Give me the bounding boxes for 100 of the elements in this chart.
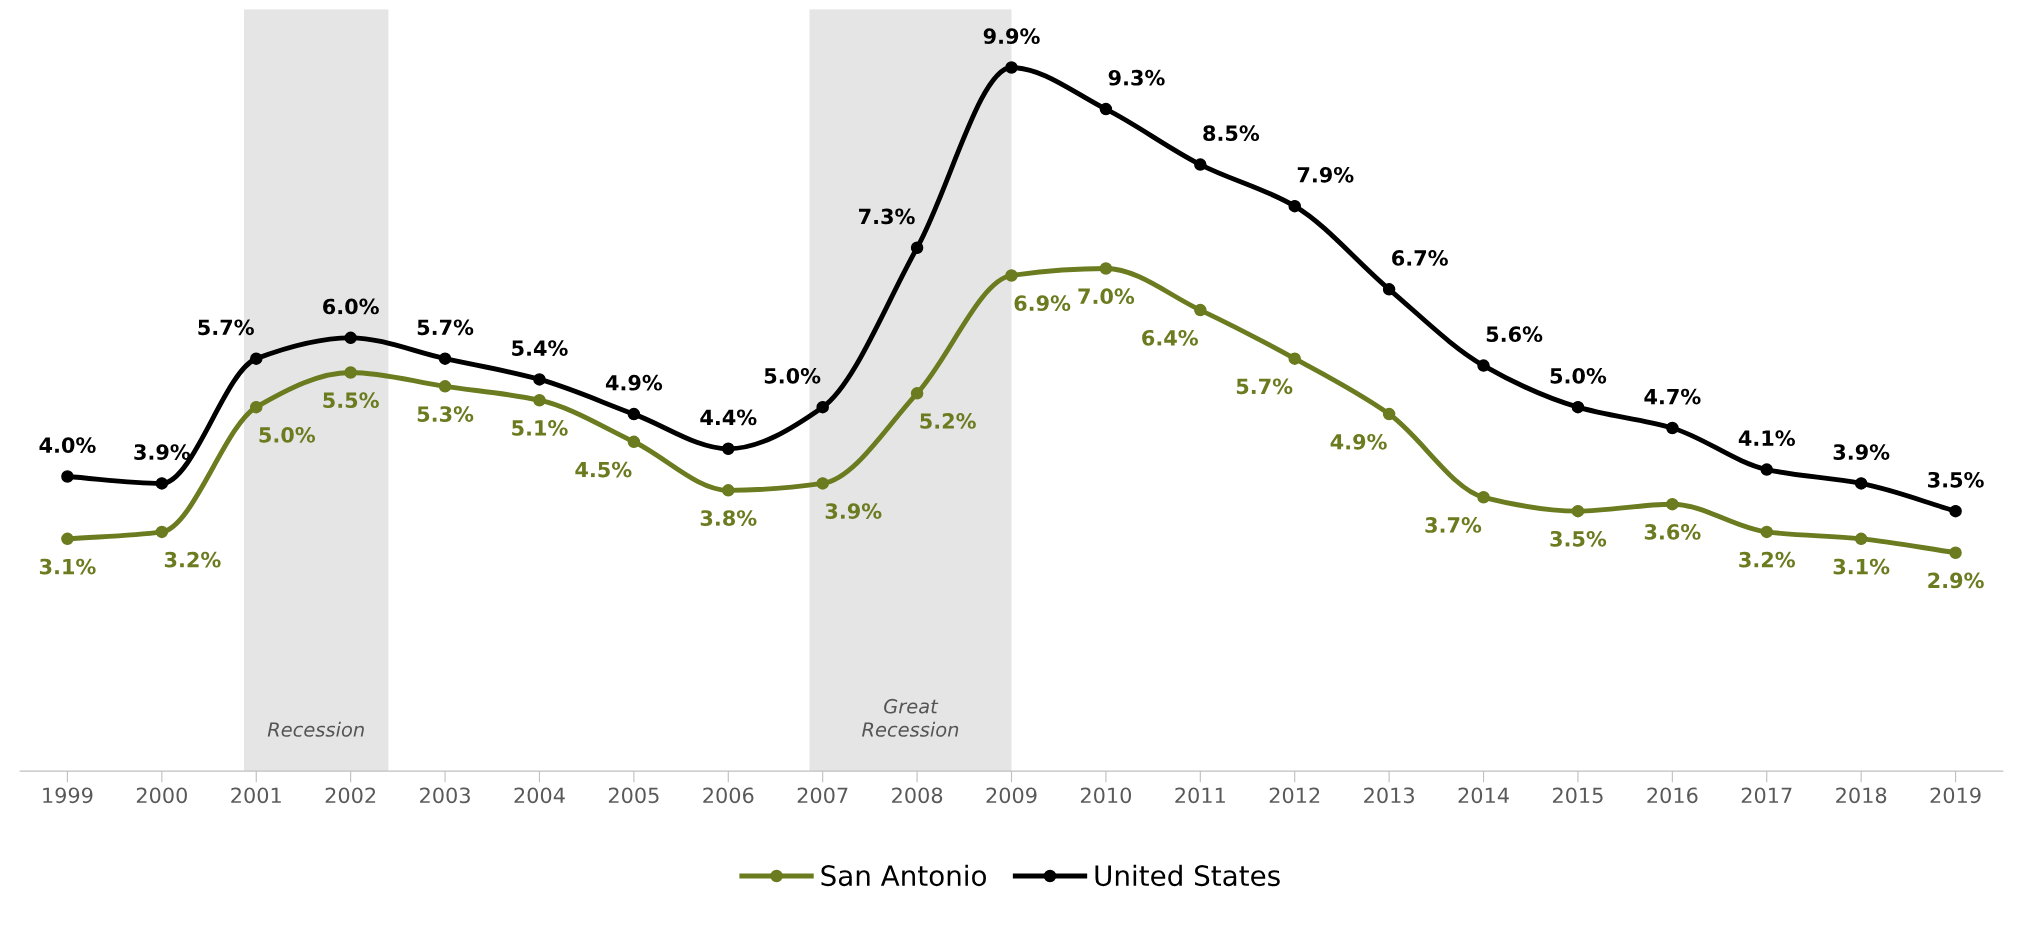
data-label: 5.5%	[323, 392, 379, 409]
point	[1854, 477, 1868, 490]
data-label: 4.7%	[1644, 388, 1701, 405]
point	[344, 366, 357, 379]
data-label: 5.0%	[259, 426, 316, 443]
point	[61, 532, 74, 546]
data-label: 5.4%	[512, 340, 568, 356]
data-label: 2.9%	[1928, 572, 1984, 589]
x-tick-label: 1999	[43, 787, 93, 804]
point	[155, 477, 169, 490]
point	[910, 241, 924, 254]
x-tick-label: 2008	[892, 787, 943, 804]
point	[816, 477, 829, 490]
data-label: 5.0%	[1550, 367, 1607, 384]
point	[533, 393, 546, 407]
legend-label: San Antonio	[821, 864, 986, 887]
data-label: 5.7%	[198, 319, 254, 336]
data-label: 5.1%	[512, 420, 568, 436]
data-label: 4.4%	[700, 409, 757, 426]
x-tick-label: 2016	[1647, 787, 1698, 804]
data-label: 9.9%	[983, 28, 1040, 45]
data-label: 7.9%	[1297, 166, 1354, 183]
point	[910, 387, 924, 400]
point	[1288, 199, 1301, 213]
x-tick-label: 2001	[231, 787, 281, 804]
data-label: 4.5%	[575, 461, 632, 478]
data-label: 7.0%	[1078, 288, 1135, 305]
point	[1760, 525, 1774, 539]
data-label: 3.2%	[164, 551, 221, 568]
point	[816, 400, 829, 414]
point	[533, 373, 546, 386]
x-tick-label: 2018	[1836, 787, 1887, 804]
data-label: 5.7%	[417, 319, 474, 336]
data-label: 4.1%	[1738, 430, 1795, 447]
x-tick-label: 2014	[1458, 787, 1509, 804]
x-tick-label: 2013	[1364, 787, 1414, 804]
data-label: 3.6%	[1644, 524, 1701, 540]
point	[249, 400, 263, 414]
data-label: 4.9%	[1330, 433, 1387, 450]
data-label: 3.9%	[1833, 444, 1890, 460]
point	[438, 380, 452, 393]
point	[1571, 504, 1585, 518]
data-label: 4.9%	[605, 374, 663, 391]
data-label: 3.5%	[1550, 530, 1607, 547]
x-tick-label: 2002	[325, 787, 376, 804]
data-label: 6.4%	[1142, 329, 1198, 346]
point	[344, 331, 357, 345]
data-label: 8.5%	[1203, 125, 1260, 142]
data-label: 3.8%	[700, 510, 757, 526]
x-tick-label: 2009	[986, 787, 1037, 804]
point	[722, 442, 735, 456]
point	[155, 525, 169, 539]
data-label: 3.9%	[825, 503, 882, 519]
point	[1099, 262, 1113, 275]
x-tick-label: 2017	[1741, 787, 1792, 804]
band-label: Recession	[267, 721, 364, 737]
x-tick-label: 2006	[703, 787, 754, 804]
point	[1949, 546, 1962, 559]
point	[1666, 497, 1679, 511]
data-label: 5.7%	[1236, 378, 1293, 395]
point	[1099, 102, 1113, 116]
data-label: 5.3%	[417, 406, 474, 422]
point	[627, 407, 641, 421]
data-label: 5.0%	[764, 367, 821, 384]
point	[1005, 269, 1018, 282]
point	[1005, 61, 1018, 74]
point	[1477, 359, 1490, 372]
x-tick-label: 2012	[1269, 787, 1320, 804]
legend-label: United States	[1095, 864, 1280, 887]
data-label: 5.2%	[920, 413, 976, 429]
point	[1382, 407, 1396, 421]
x-tick-label: 2004	[514, 787, 565, 804]
point	[1854, 532, 1868, 546]
data-label: 3.2%	[1739, 551, 1795, 568]
x-tick-label: 2010	[1080, 787, 1132, 804]
x-tick-label: 2007	[797, 787, 848, 804]
point	[1477, 491, 1490, 504]
point	[1949, 504, 1962, 518]
point	[1571, 400, 1585, 414]
data-label: 6.7%	[1392, 250, 1448, 266]
data-label: 4.0%	[39, 437, 96, 453]
data-label: 3.9%	[134, 444, 191, 460]
data-label: 7.3%	[859, 208, 915, 225]
data-label: 6.0%	[323, 298, 379, 315]
point	[438, 352, 452, 365]
x-tick-label: 2000	[136, 787, 187, 804]
data-label: 6.9%	[1014, 295, 1071, 312]
point	[249, 352, 263, 365]
point	[1194, 303, 1207, 317]
point	[61, 470, 74, 483]
data-label: 3.7%	[1425, 517, 1482, 533]
point	[1382, 283, 1396, 296]
data-label: 3.1%	[39, 558, 96, 575]
x-tick-label: 2011	[1175, 787, 1225, 804]
x-tick-label: 2003	[420, 787, 470, 804]
x-tick-label: 2015	[1552, 787, 1603, 804]
point	[627, 435, 641, 449]
point	[722, 484, 735, 497]
point	[1288, 352, 1301, 365]
data-label: 9.3%	[1108, 69, 1165, 86]
